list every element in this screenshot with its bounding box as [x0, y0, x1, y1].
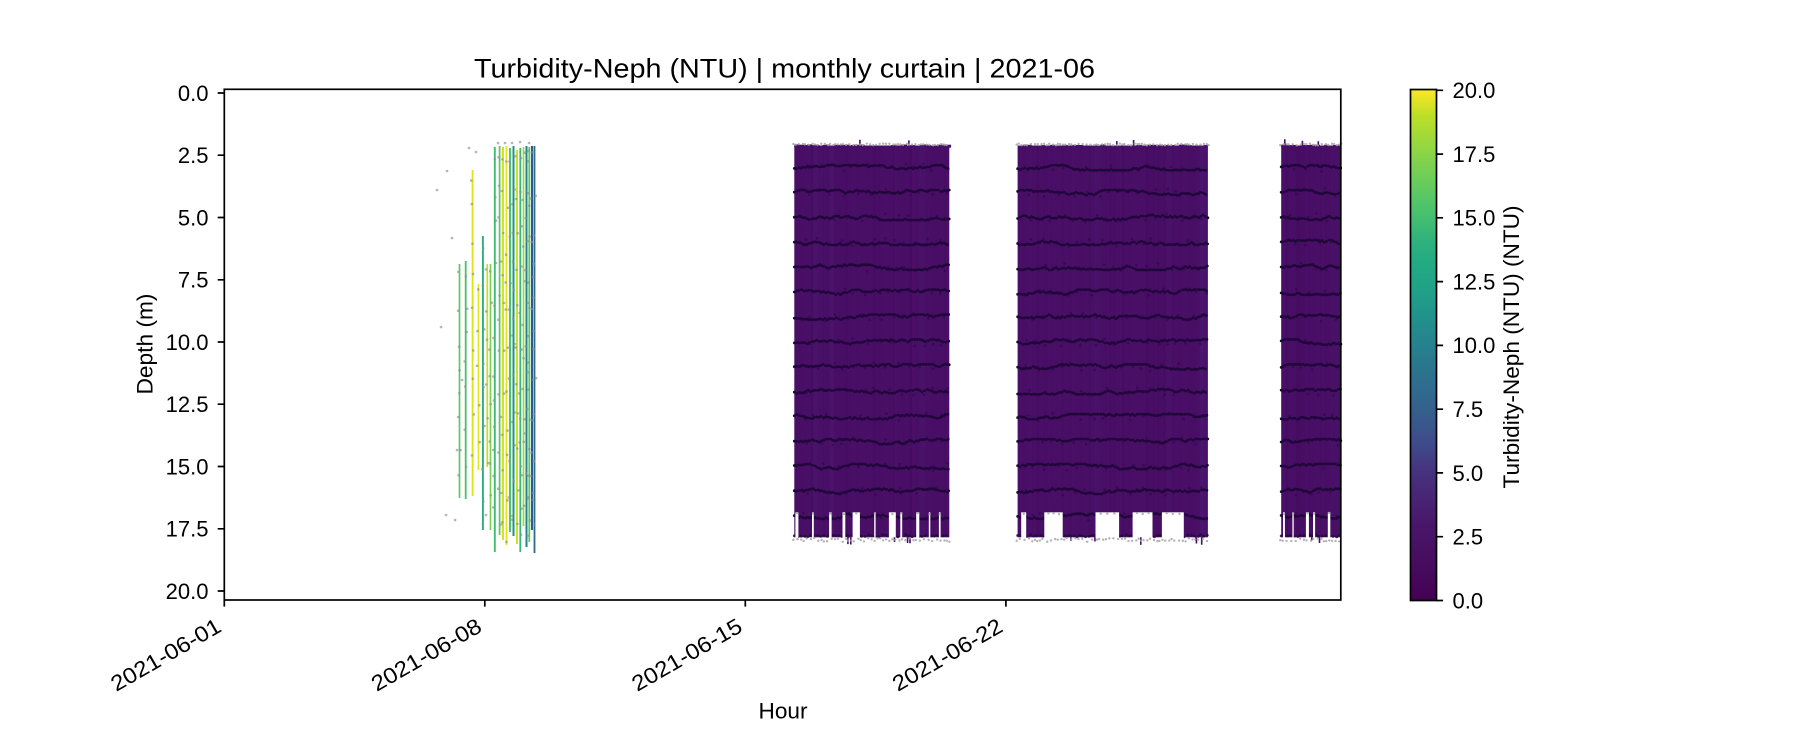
svg-text:17.5: 17.5 — [166, 517, 209, 542]
svg-text:2.5: 2.5 — [178, 143, 209, 168]
svg-text:Turbidity-Neph (NTU) | monthly: Turbidity-Neph (NTU) | monthly curtain |… — [474, 54, 1095, 84]
svg-text:20.0: 20.0 — [1453, 78, 1496, 103]
svg-text:10.0: 10.0 — [166, 330, 209, 355]
svg-text:7.5: 7.5 — [178, 268, 209, 293]
svg-text:5.0: 5.0 — [178, 205, 209, 230]
svg-text:15.0: 15.0 — [166, 454, 209, 479]
svg-text:17.5: 17.5 — [1453, 142, 1496, 167]
svg-text:20.0: 20.0 — [166, 579, 209, 604]
svg-text:12.5: 12.5 — [166, 392, 209, 417]
svg-text:0.0: 0.0 — [1453, 588, 1484, 613]
svg-text:5.0: 5.0 — [1453, 461, 1484, 486]
svg-text:15.0: 15.0 — [1453, 206, 1496, 231]
svg-text:10.0: 10.0 — [1453, 333, 1496, 358]
svg-text:0.0: 0.0 — [178, 81, 209, 106]
svg-text:Turbidity-Neph (NTU) (NTU): Turbidity-Neph (NTU) (NTU) — [1499, 206, 1524, 489]
svg-text:Depth (m): Depth (m) — [133, 294, 158, 395]
svg-text:Hour: Hour — [759, 699, 808, 724]
svg-text:12.5: 12.5 — [1453, 269, 1496, 294]
svg-text:7.5: 7.5 — [1453, 397, 1484, 422]
svg-text:2.5: 2.5 — [1453, 525, 1484, 550]
